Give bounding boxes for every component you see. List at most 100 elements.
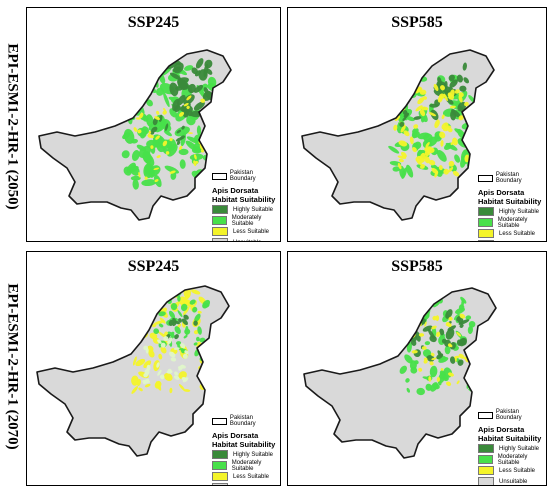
suitability-patch bbox=[169, 137, 173, 142]
suitability-patch bbox=[428, 159, 436, 166]
suitability-patch bbox=[139, 129, 148, 139]
swatch-moderately bbox=[212, 216, 227, 225]
suitability-patch bbox=[157, 369, 162, 376]
suitability-patch bbox=[131, 150, 140, 161]
suitability-patch bbox=[429, 365, 438, 378]
suitability-patch bbox=[397, 155, 407, 159]
suitability-patch bbox=[200, 149, 205, 153]
suitability-patch bbox=[438, 165, 443, 171]
suitability-patch bbox=[156, 362, 160, 368]
suitability-patch bbox=[158, 114, 163, 122]
suitability-patch bbox=[202, 299, 211, 309]
suitability-patch bbox=[466, 131, 475, 140]
map-panel-2070-ssp245: SSP245 Pakistan Boundary Apis Dorsata Hab… bbox=[26, 251, 281, 486]
suitability-patch bbox=[178, 384, 185, 391]
suitability-patch bbox=[192, 306, 198, 313]
suitability-patch bbox=[194, 313, 201, 322]
suitability-patch bbox=[142, 322, 149, 329]
suitability-patch bbox=[130, 307, 142, 314]
suitability-patch bbox=[400, 92, 408, 103]
legend-title-line2: Habitat Suitability bbox=[478, 197, 542, 206]
suitability-patch bbox=[447, 325, 457, 332]
suitability-patch bbox=[135, 296, 146, 305]
legend-item-highly: Highly Suitable bbox=[478, 443, 546, 454]
suitability-patch bbox=[397, 314, 405, 326]
suitability-patch bbox=[184, 350, 189, 355]
suitability-patch bbox=[144, 383, 151, 388]
suitability-patch bbox=[420, 106, 429, 111]
legend-label: Highly Suitable bbox=[233, 451, 274, 458]
suitability-patch bbox=[183, 314, 189, 320]
boundary-swatch bbox=[212, 172, 227, 180]
legend-title-line2: Habitat Suitability bbox=[212, 440, 276, 449]
suitability-patch bbox=[135, 291, 143, 299]
suitability-patch bbox=[437, 76, 442, 86]
legend-item-unsuitable: Unsuitable bbox=[212, 237, 280, 241]
suitability-patch bbox=[177, 295, 181, 302]
suitability-patch bbox=[411, 350, 418, 354]
legend-boundary: Pakistan Boundary bbox=[212, 415, 280, 427]
suitability-patch bbox=[200, 98, 206, 103]
suitability-patch bbox=[153, 328, 160, 335]
legend-label: Moderately Suitable bbox=[497, 453, 528, 466]
suitability-patch bbox=[415, 105, 423, 112]
suitability-patch bbox=[123, 128, 135, 144]
row-label-2070: EPI-ESM1-2-HR-1 (2070) bbox=[0, 250, 24, 482]
map-panel-2050-ssp585: SSP585 Pakistan Boundary Apis Dorsata Hab… bbox=[287, 7, 547, 242]
suitability-patch bbox=[434, 119, 440, 129]
suitability-patch bbox=[154, 116, 160, 121]
suitability-patch bbox=[133, 127, 138, 132]
suitability-patch bbox=[464, 154, 470, 163]
suitability-patch bbox=[142, 150, 152, 164]
suitability-patch bbox=[458, 95, 463, 103]
suitability-patch bbox=[401, 89, 408, 95]
suitability-patch bbox=[131, 96, 142, 107]
legend-label: Less Suitable bbox=[499, 230, 536, 237]
suitability-patch bbox=[429, 361, 434, 366]
suitability-patch bbox=[136, 144, 147, 152]
suitability-patch bbox=[135, 117, 141, 120]
panel-title: SSP585 bbox=[391, 14, 443, 31]
suitability-patch bbox=[120, 99, 131, 110]
suitability-patch bbox=[137, 94, 143, 100]
pakistan-map bbox=[36, 285, 230, 457]
suitability-patch bbox=[463, 77, 470, 84]
suitability-patch bbox=[431, 357, 437, 361]
suitability-patch bbox=[443, 126, 450, 132]
suitability-patch bbox=[425, 141, 430, 148]
suitability-patch bbox=[145, 114, 154, 128]
suitability-patch bbox=[175, 341, 182, 345]
suitability-patch bbox=[415, 155, 422, 163]
suitability-patch bbox=[428, 112, 437, 117]
legend-label: Moderately Suitable bbox=[231, 459, 262, 472]
suitability-patch bbox=[194, 154, 197, 160]
suitability-patch bbox=[140, 70, 145, 79]
suitability-patch bbox=[448, 372, 454, 377]
suitability-patch bbox=[169, 351, 176, 358]
legend-item-unsuitable: Unsuitable bbox=[212, 482, 280, 486]
suitability-patch bbox=[397, 162, 402, 170]
suitability-patch bbox=[188, 132, 193, 135]
suitability-patch bbox=[174, 126, 190, 137]
suitability-patch bbox=[177, 94, 186, 106]
suitability-patch bbox=[184, 328, 191, 335]
suitability-patch bbox=[144, 87, 149, 91]
suitability-patch bbox=[178, 148, 189, 156]
pakistan-map bbox=[303, 287, 497, 459]
swatch-unsuitable bbox=[212, 483, 228, 485]
suitability-patch bbox=[150, 66, 155, 74]
suitability-patch bbox=[470, 381, 478, 387]
suitability-patch bbox=[460, 296, 467, 304]
legend-label: Less Suitable bbox=[233, 473, 270, 480]
panel-title: SSP245 bbox=[127, 258, 180, 275]
suitability-patch bbox=[449, 105, 456, 109]
legend-item-highly: Highly Suitable bbox=[478, 206, 546, 217]
suitability-patch bbox=[127, 96, 134, 103]
swatch-less bbox=[478, 229, 494, 238]
suitability-patch bbox=[138, 82, 147, 96]
legend-label: Unsuitable bbox=[233, 485, 261, 486]
suitability-patch bbox=[402, 90, 407, 101]
suitability-patch bbox=[147, 134, 154, 139]
suitability-patch bbox=[413, 124, 419, 129]
suitability-patch bbox=[135, 358, 146, 367]
